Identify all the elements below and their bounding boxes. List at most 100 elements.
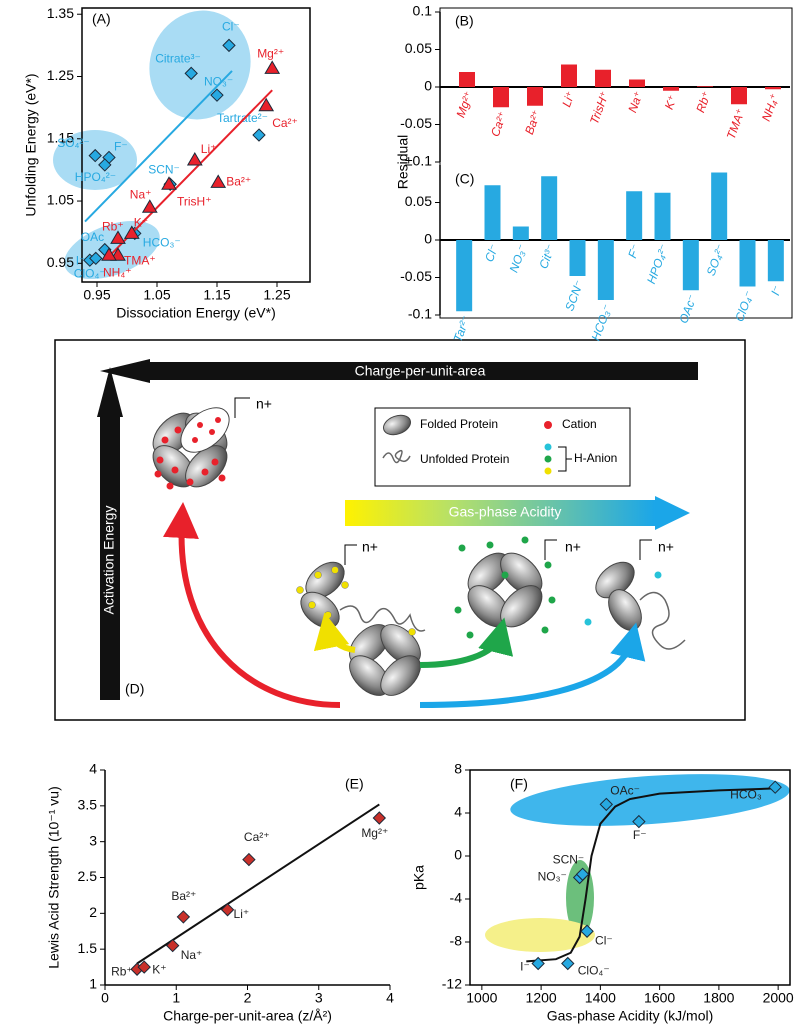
data-point bbox=[89, 251, 103, 266]
anions bbox=[454, 536, 556, 639]
point-label: Ba²⁺ bbox=[226, 175, 251, 189]
arrow-body bbox=[148, 362, 698, 380]
y-tick-label: 4 bbox=[454, 804, 462, 820]
cations bbox=[154, 417, 226, 490]
data-point bbox=[580, 924, 594, 938]
legend-text: Folded Protein bbox=[420, 417, 498, 431]
y-tick-label: 1.5 bbox=[78, 940, 98, 956]
charge-label: n+ bbox=[565, 539, 581, 555]
region bbox=[149, 10, 251, 120]
y-tick-label: 0 bbox=[424, 231, 432, 247]
data-point bbox=[176, 910, 191, 924]
point-label: I⁻ bbox=[76, 253, 86, 267]
x-tick-label: 4 bbox=[386, 990, 394, 1006]
point-label: SCN⁻ bbox=[553, 852, 585, 866]
category-label: HCO₃⁻ bbox=[589, 302, 615, 342]
x-tick-label: 1800 bbox=[703, 990, 734, 1006]
point-label: NH₄⁺ bbox=[103, 265, 132, 279]
x-tick-label: 1.25 bbox=[263, 287, 290, 303]
point-label: OAc⁻ bbox=[610, 784, 640, 798]
category-label: TrisH⁺ bbox=[587, 89, 612, 126]
y-tick-label: 3.5 bbox=[78, 797, 98, 813]
diagram-frame bbox=[54, 339, 746, 721]
category-label: SCN⁻ bbox=[562, 278, 586, 313]
bar bbox=[527, 87, 543, 106]
pathway-arrow bbox=[313, 612, 356, 653]
data-point bbox=[768, 780, 782, 794]
data-point bbox=[141, 199, 158, 213]
point-label: Mg²⁺ bbox=[257, 47, 284, 61]
point-label: Ca²⁺ bbox=[272, 116, 298, 130]
point-label: Rb⁺ bbox=[102, 220, 124, 234]
category-label: NO₃⁻ bbox=[507, 242, 530, 274]
bar bbox=[697, 86, 713, 87]
bar bbox=[541, 176, 558, 240]
charge-label: n+ bbox=[658, 539, 674, 555]
point-label: Li⁺ bbox=[234, 907, 250, 921]
y-tick-label: -0.05 bbox=[400, 268, 432, 284]
panel-label: (C) bbox=[455, 171, 474, 187]
arrow-label: Charge-per-unit-area bbox=[355, 363, 486, 379]
y-tick-label: -0.1 bbox=[408, 306, 432, 322]
y-tick-label: -8 bbox=[450, 933, 463, 949]
legend-text: H-Anion bbox=[574, 451, 617, 465]
point-label: SO₄²⁻ bbox=[57, 136, 90, 150]
point-label: HPO₄²⁻ bbox=[75, 170, 116, 184]
folded-protein bbox=[459, 544, 551, 636]
bar bbox=[459, 72, 475, 87]
y-tick-label: 0.05 bbox=[405, 40, 432, 56]
point-label: Rb⁺ bbox=[111, 964, 133, 978]
diagram: Charge-per-unit-area Activation Energy (… bbox=[54, 339, 746, 721]
y-tick-label: 2 bbox=[89, 904, 97, 920]
x-tick-label: 1200 bbox=[526, 990, 557, 1006]
bar bbox=[682, 240, 699, 291]
legend-anion-icon bbox=[544, 455, 552, 463]
y-tick-label: -0.05 bbox=[400, 115, 432, 131]
bar bbox=[456, 240, 473, 312]
arrow-body bbox=[100, 415, 120, 700]
point-label: Na⁺ bbox=[181, 948, 203, 962]
x-tick-label: 1000 bbox=[466, 990, 497, 1006]
point-label: F⁻ bbox=[633, 828, 647, 842]
category-label: Rb⁺ bbox=[693, 89, 714, 114]
y-tick-label: 0.1 bbox=[413, 3, 433, 19]
bar bbox=[767, 240, 784, 282]
x-axis-label: Gas-phase Acidity (kJ/mol) bbox=[547, 1008, 714, 1024]
y-tick-label: 0 bbox=[424, 78, 432, 94]
data-point bbox=[264, 60, 281, 74]
point-label: Cl⁻ bbox=[222, 20, 240, 34]
bar bbox=[663, 87, 679, 91]
y-tick-label: 0.05 bbox=[405, 193, 432, 209]
y-tick-label: 1.25 bbox=[47, 67, 74, 83]
data-point bbox=[137, 960, 151, 974]
y-tick-label: 1 bbox=[89, 976, 97, 992]
bar bbox=[597, 240, 614, 300]
point-label: I⁻ bbox=[520, 960, 530, 974]
x-tick-label: 1.15 bbox=[203, 287, 230, 303]
y-tick-label: 4 bbox=[89, 761, 97, 777]
y-tick-label: 1.35 bbox=[47, 5, 74, 21]
panel-label: (B) bbox=[455, 13, 474, 29]
data-point bbox=[165, 938, 180, 953]
x-tick-label: 1600 bbox=[644, 990, 675, 1006]
x-tick-label: 2 bbox=[244, 990, 252, 1006]
x-tick-label: 1.05 bbox=[143, 287, 170, 303]
panel-label: (E) bbox=[345, 776, 364, 792]
x-axis-label: Dissociation Energy (eV*) bbox=[116, 305, 276, 321]
arrow-head bbox=[97, 367, 123, 417]
data-point bbox=[161, 176, 177, 190]
bar bbox=[654, 192, 671, 240]
data-point bbox=[575, 867, 590, 881]
legend-anion-icon bbox=[544, 467, 552, 475]
trend-line bbox=[107, 89, 273, 259]
category-label: Na⁺ bbox=[625, 89, 646, 114]
legend-text: Unfolded Protein bbox=[420, 452, 509, 466]
y-tick-label: 3 bbox=[89, 832, 97, 848]
data-point bbox=[258, 97, 275, 112]
category-label: Cl⁻ bbox=[482, 242, 501, 263]
category-label: OAc⁻ bbox=[676, 293, 699, 326]
bar bbox=[711, 172, 728, 240]
data-point bbox=[561, 956, 575, 971]
point-label: Li⁺ bbox=[201, 142, 217, 156]
